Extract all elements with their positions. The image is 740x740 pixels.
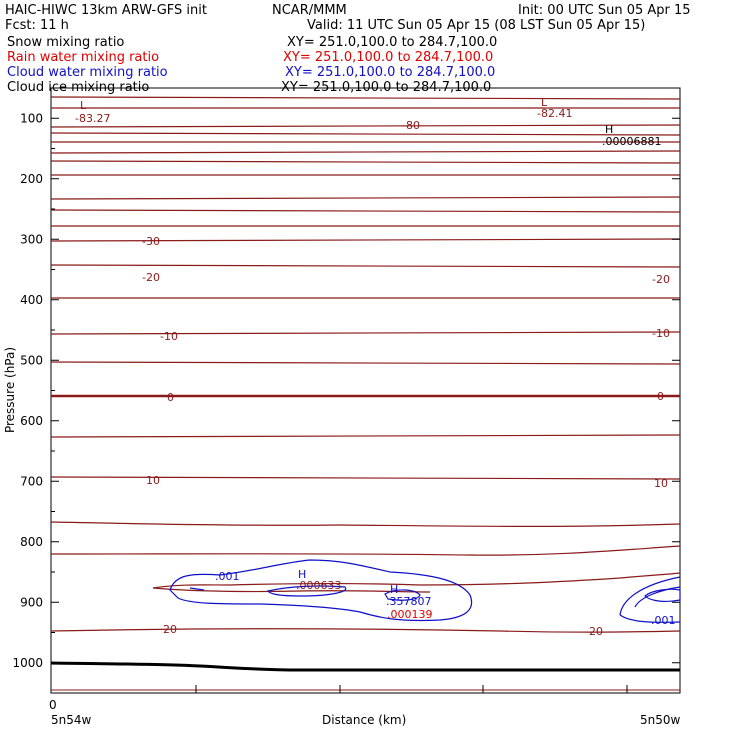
- isotherm-label: -10: [160, 330, 178, 343]
- field-xy-rain: XY= 251.0,100.0 to 284.7,100.0: [283, 50, 493, 65]
- plot-frame: [50, 87, 681, 694]
- isotherm-line: [50, 361, 681, 365]
- high-marker-cloud-ice: H: [605, 123, 613, 136]
- high-marker-rain-blue: H: [390, 583, 398, 596]
- model-title: HAIC-HIWC 13km ARW-GFS init: [5, 3, 207, 18]
- isotherm-line: [50, 160, 681, 164]
- init-time: Init: 00 UTC Sun 05 Apr 15: [518, 3, 691, 18]
- lower-isotherms: [50, 521, 681, 691]
- isotherm-label: -80: [402, 119, 420, 132]
- isotherm-line: [50, 196, 681, 200]
- high-value-cloud-ice: .00006881: [602, 135, 662, 148]
- isotherm-labels: L -83.27 L -82.41 -80 -30 -20 -20 -10 -1…: [75, 96, 670, 638]
- x-start-tick-label: 0: [49, 698, 57, 712]
- y-tick-label: 500: [20, 353, 43, 367]
- field-extrema-labels: H .00006881 H H .357807 .000139 .001 .00…: [215, 123, 676, 627]
- field-name-cloud-water: Cloud water mixing ratio: [7, 65, 168, 80]
- y-tick-label: 100: [20, 111, 43, 125]
- isotherm-label: -20: [652, 273, 670, 286]
- y-tick-label: 900: [20, 595, 43, 609]
- y-axis-label: Pressure (hPa): [3, 347, 17, 433]
- isotherm-line: [50, 96, 681, 100]
- field-xy-cloud-water: XY= 251.0,100.0 to 284.7,100.0: [285, 65, 495, 80]
- isotherm-line: [50, 434, 681, 438]
- isotherm-line: [50, 124, 681, 128]
- org-label: NCAR/MMM: [272, 3, 347, 18]
- x-axis-label: Distance (km): [322, 713, 406, 727]
- low-value-left: -83.27: [75, 112, 110, 125]
- high-marker-cloud-water: H: [298, 568, 306, 581]
- isotherm-line: [50, 476, 681, 480]
- isotherm-label: -20: [142, 271, 160, 284]
- isotherm-label: 10: [654, 477, 668, 490]
- low-value-right: -82.41: [537, 107, 572, 120]
- isotherm-label: -30: [142, 235, 160, 248]
- y-tick-label: 600: [20, 414, 43, 428]
- high-value-rain: .000139: [387, 608, 433, 621]
- isotherm-line: [50, 238, 681, 242]
- y-tick-label: 200: [20, 172, 43, 186]
- y-tick-label: 800: [20, 535, 43, 549]
- isotherm-line: [50, 150, 681, 154]
- field-name-rain: Rain water mixing ratio: [7, 50, 159, 65]
- isotherm-line: [50, 132, 681, 136]
- cloud-water-label: .001: [215, 570, 240, 583]
- valid-time: Valid: 11 UTC Sun 05 Apr 15 (08 LST Sun …: [307, 18, 645, 33]
- isotherm-line: [50, 209, 681, 213]
- y-tick-label: 1000: [12, 656, 43, 670]
- isotherm-line: [50, 331, 681, 335]
- y-tick-label: 300: [20, 232, 43, 246]
- field-name-snow: Snow mixing ratio: [7, 35, 124, 50]
- y-tick-label: 400: [20, 293, 43, 307]
- isotherm-label: 20: [589, 625, 603, 638]
- field-xy-snow: XY= 251.0,100.0 to 284.7,100.0: [287, 35, 497, 50]
- isotherm-line: [50, 264, 681, 268]
- low-marker-right: L: [541, 96, 548, 109]
- cloud-water-label: .001: [651, 614, 676, 627]
- isotherm-label: -10: [652, 327, 670, 340]
- isotherm-label: 20: [163, 623, 177, 636]
- cloud-water-contours: [169, 559, 681, 623]
- isotherm-label: 10: [146, 474, 160, 487]
- low-marker-left: L: [80, 99, 87, 112]
- max-value-label: .000633: [296, 579, 342, 592]
- isotherm-label: 0: [657, 390, 664, 403]
- y-tick-label: 700: [20, 474, 43, 488]
- terrain-line: [50, 661, 680, 672]
- x-left-location: 5n54w: [51, 713, 92, 727]
- x-right-location: 5n50w: [640, 713, 681, 727]
- isotherm-lines: [50, 96, 681, 480]
- high-value-cloud-water: .357807: [386, 595, 432, 608]
- forecast-hour: Fcst: 11 h: [5, 18, 69, 33]
- x-axis-ticks: [195, 685, 628, 693]
- isotherm-label: 0: [167, 391, 174, 404]
